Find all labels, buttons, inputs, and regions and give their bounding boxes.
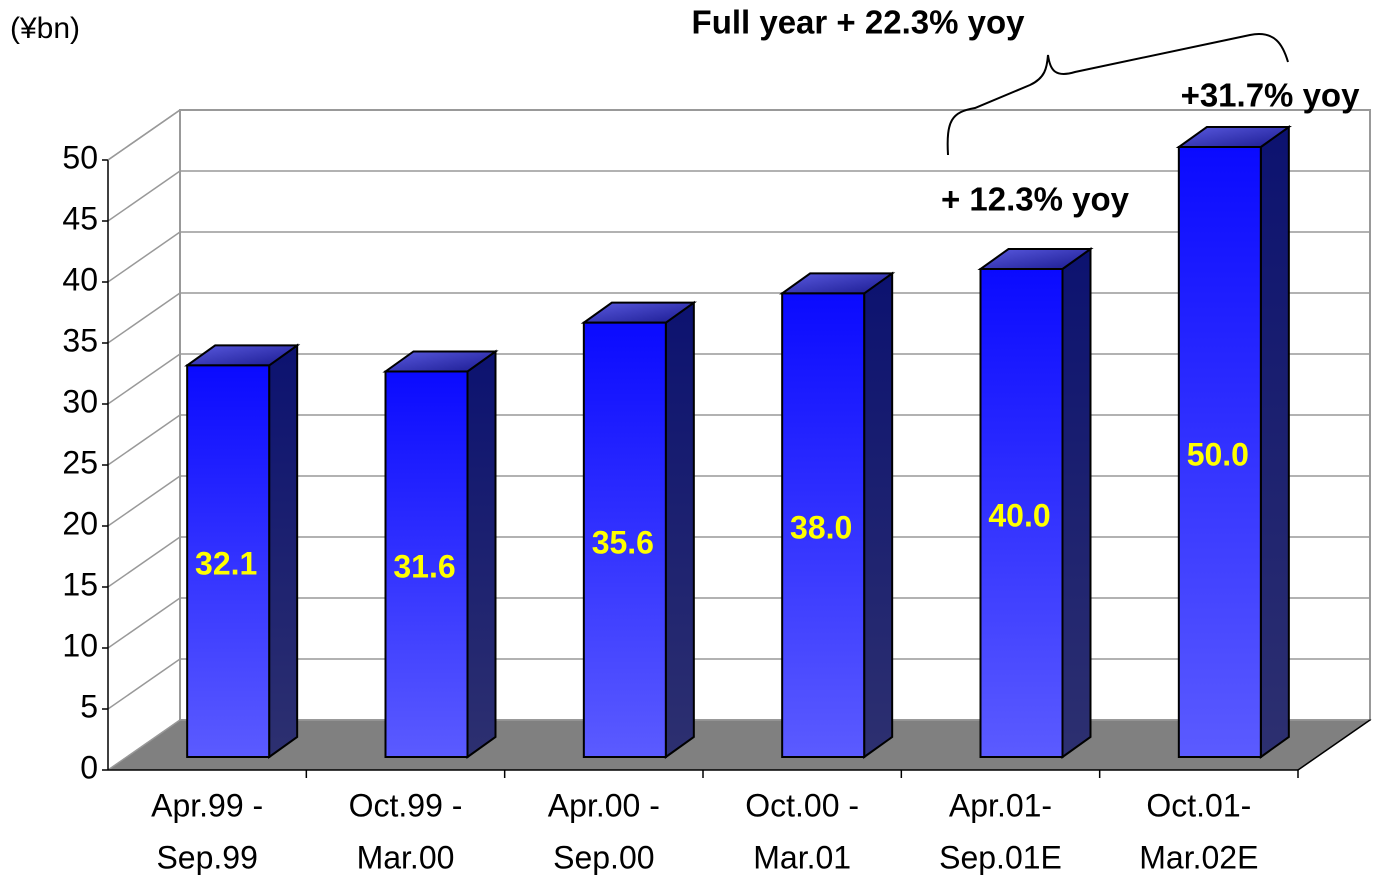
grid-line	[107, 658, 181, 710]
bar	[184, 343, 301, 759]
x-tick-label: Apr.01-	[949, 787, 1052, 823]
bar	[779, 271, 896, 759]
grid-line	[107, 536, 181, 588]
grid-line	[107, 719, 181, 771]
x-tick-label: Mar.00	[357, 839, 455, 875]
bar-front	[186, 364, 271, 758]
x-tick-label: Mar.02E	[1139, 839, 1258, 875]
y-tick-label: 10	[62, 627, 98, 663]
grid-line	[107, 353, 181, 405]
bar-front	[1177, 146, 1262, 758]
unit-label: (¥bn)	[10, 12, 80, 45]
data-label: 38.0	[790, 510, 852, 546]
x-axis-depth	[1297, 719, 1371, 771]
bar-side	[1061, 247, 1092, 759]
x-tick-label: Oct.00 -	[745, 787, 859, 823]
data-label: 40.0	[988, 497, 1050, 533]
data-label: 50.0	[1187, 436, 1249, 472]
bar-front	[384, 370, 469, 758]
bar-front	[979, 268, 1064, 758]
grid-line	[107, 597, 181, 649]
bar	[1175, 125, 1292, 759]
annotation: Full year + 22.3% yoy	[692, 4, 1026, 41]
data-label: 32.1	[195, 546, 257, 582]
annotation: +31.7% yoy	[1181, 77, 1361, 114]
y-tick-label: 5	[80, 688, 98, 724]
x-tick-label: Sep.01E	[939, 839, 1062, 875]
y-tick-label: 40	[62, 261, 98, 297]
data-label: 31.6	[393, 549, 455, 585]
bar-side	[863, 271, 894, 759]
grid-line	[107, 231, 181, 283]
brace	[946, 33, 1289, 156]
y-tick-label: 30	[62, 383, 98, 419]
x-tick-label: Oct.99 -	[349, 787, 463, 823]
annotation: + 12.3% yoy	[941, 181, 1130, 218]
grid-line	[107, 292, 181, 344]
bar-side	[268, 343, 299, 759]
y-tick-label: 45	[62, 200, 98, 236]
x-tick-label: Apr.99 -	[151, 787, 263, 823]
x-tick-label: Oct.01-	[1146, 787, 1251, 823]
bar-side	[1259, 125, 1290, 759]
y-tick-label: 20	[62, 505, 98, 541]
y-tick-label: 0	[80, 749, 98, 785]
x-tick-label: Apr.00 -	[548, 787, 660, 823]
y-tick-label: 25	[62, 444, 98, 480]
x-tick-label: Mar.01	[753, 839, 851, 875]
grid-line	[107, 170, 181, 222]
data-label: 35.6	[592, 524, 654, 560]
bar-side	[466, 349, 497, 759]
y-axis-depth	[107, 109, 181, 161]
x-tick-label: Sep.99	[156, 839, 257, 875]
bar	[580, 300, 697, 759]
grid-line	[107, 414, 181, 466]
y-tick-label: 35	[62, 322, 98, 358]
y-tick-label: 50	[62, 139, 98, 175]
bar-front	[582, 321, 667, 758]
grid-line	[107, 475, 181, 527]
bar-side	[664, 300, 695, 759]
y-tick-label: 15	[62, 566, 98, 602]
bar	[382, 349, 499, 759]
bar-front	[781, 292, 866, 758]
bar	[977, 247, 1094, 759]
x-tick-label: Sep.00	[553, 839, 654, 875]
